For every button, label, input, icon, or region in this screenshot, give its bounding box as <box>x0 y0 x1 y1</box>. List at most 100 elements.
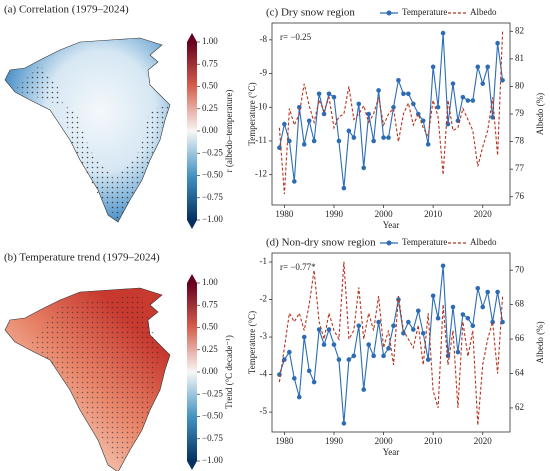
map-a <box>4 37 171 223</box>
point <box>425 142 431 147</box>
point <box>292 376 297 381</box>
x-tick-label: 1980 <box>275 436 294 446</box>
y-tick-label: -8 <box>260 34 268 44</box>
y-tick-label: -5 <box>260 406 268 416</box>
plot-frame <box>271 22 511 206</box>
y-tick-label: -3 <box>260 331 268 341</box>
colorbar-tick-label: −1.00 <box>202 455 223 465</box>
series-line <box>278 265 504 424</box>
point <box>430 64 436 70</box>
point <box>306 368 312 374</box>
point <box>336 138 342 144</box>
colorbar-tick-label: −1.00 <box>202 214 223 224</box>
point <box>455 349 461 355</box>
point <box>331 342 337 347</box>
y-tick-label: -2 <box>260 294 268 304</box>
y2-tick-label: 77 <box>515 163 525 173</box>
point <box>495 40 500 46</box>
point <box>435 104 441 110</box>
point <box>460 312 466 317</box>
x-tick-label: 2010 <box>424 209 443 219</box>
y2-axis-label: Albedo (%) <box>535 321 545 363</box>
point <box>351 353 357 359</box>
y2-tick-label: 76 <box>515 191 525 201</box>
y2-tick-label: 79 <box>515 108 525 118</box>
point <box>346 357 352 362</box>
point <box>301 334 307 340</box>
colorbar <box>187 274 197 470</box>
point <box>341 185 347 191</box>
point <box>296 104 302 110</box>
x-tick-label: 2020 <box>474 436 493 446</box>
colorbar-tick-label: 1.00 <box>202 277 218 287</box>
colorbar-tick-label: 0.25 <box>202 103 218 113</box>
point <box>366 342 371 347</box>
y2-tick-label: 68 <box>515 299 525 309</box>
point <box>311 379 317 385</box>
y-tick-label: -11 <box>255 135 267 145</box>
point <box>490 115 495 120</box>
point <box>301 142 307 147</box>
point <box>396 77 401 83</box>
x-tick-label: 1980 <box>275 209 294 219</box>
map-title: (b) Temperature trend (1979–2024) <box>4 252 160 264</box>
series-line <box>278 31 504 195</box>
point <box>326 327 332 332</box>
point <box>366 111 371 117</box>
legend-marker <box>386 10 392 16</box>
point <box>420 331 426 336</box>
y-axis-label: Temperature (°C) <box>247 311 257 374</box>
y2-tick-label: 64 <box>515 368 525 378</box>
point <box>376 88 381 93</box>
point <box>341 421 347 426</box>
point <box>391 104 396 110</box>
point <box>500 77 505 83</box>
point <box>282 357 287 362</box>
point <box>316 91 322 97</box>
point <box>356 323 362 329</box>
legend-marker <box>386 240 392 246</box>
point <box>440 263 446 269</box>
point <box>282 121 287 127</box>
annotation: r= −0.77* <box>280 262 316 272</box>
y2-tick-label: 81 <box>515 53 524 63</box>
point <box>296 394 302 400</box>
legend-label: Temperature <box>402 237 447 247</box>
point <box>420 118 426 124</box>
point <box>450 81 456 86</box>
chart-title: (c) Dry snow region <box>266 7 355 19</box>
x-axis-label: Year <box>383 447 400 457</box>
y-tick-label: -10 <box>255 101 267 111</box>
point <box>386 135 391 140</box>
y2-axis-label: Albedo (%) <box>535 93 545 135</box>
colorbar-tick-label: −0.25 <box>202 147 223 157</box>
series-line <box>278 261 504 426</box>
colorbar-label: r (albedo–temperature) <box>224 90 234 173</box>
point <box>356 101 362 107</box>
legend-label: Albedo <box>470 7 497 17</box>
point <box>480 304 486 310</box>
point <box>292 179 297 184</box>
colorbar-tick-label: 0.00 <box>202 366 218 376</box>
point <box>326 91 332 97</box>
y2-tick-label: 62 <box>515 402 524 412</box>
x-tick-label: 2000 <box>375 209 394 219</box>
x-tick-label: 2000 <box>375 436 394 446</box>
point <box>495 289 500 295</box>
chart-title: (d) Non-dry snow region <box>266 237 376 249</box>
point <box>425 357 431 362</box>
x-tick-label: 1990 <box>325 209 344 219</box>
colorbar-tick-label: −0.50 <box>202 170 223 180</box>
colorbar-tick-label: 0.75 <box>202 299 218 309</box>
colorbar-tick-label: 0.00 <box>202 125 218 135</box>
point <box>381 135 386 140</box>
point <box>490 319 495 325</box>
point <box>311 138 317 144</box>
point <box>450 304 456 310</box>
y-axis-label: Temperature (°C) <box>247 82 257 145</box>
x-axis-label: Year <box>383 220 400 230</box>
y-tick-label: -4 <box>260 369 268 379</box>
y-tick-label: -12 <box>255 169 267 179</box>
point <box>465 315 471 321</box>
point <box>485 64 490 70</box>
